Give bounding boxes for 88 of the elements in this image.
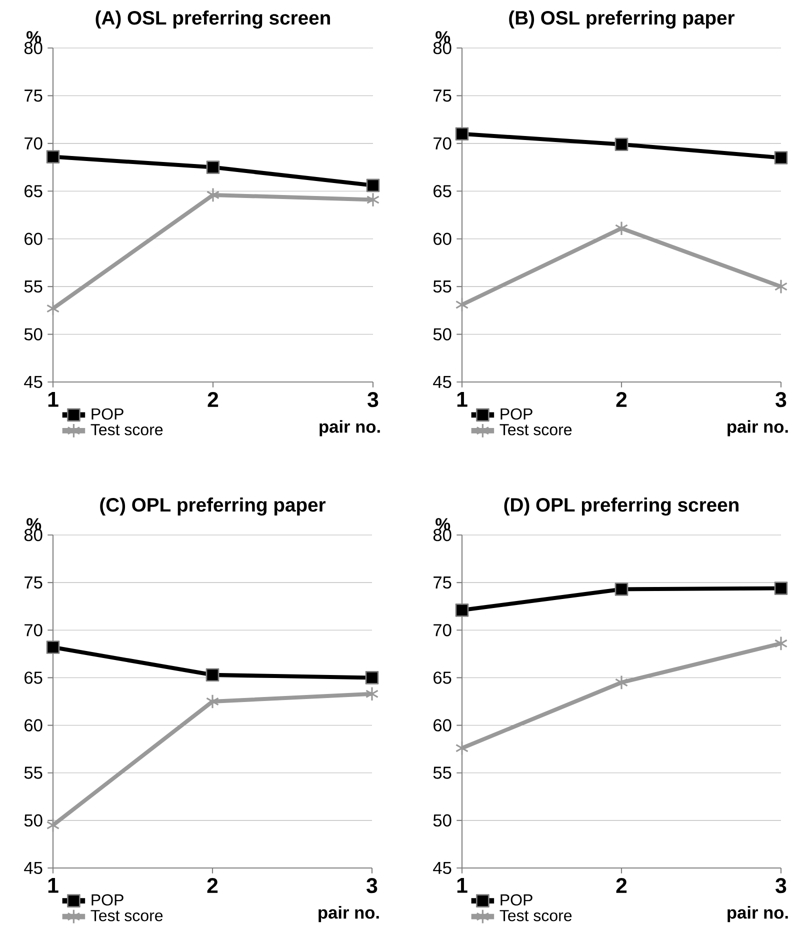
y-tick-label: 65 [434, 672, 452, 684]
point [365, 671, 379, 684]
y-axis-title: % [26, 31, 42, 44]
y-tick-label: 55 [24, 766, 42, 779]
y-axis-title: % [436, 31, 450, 44]
chart-title: (D) OPL preferring screen [504, 498, 738, 516]
legend-label: Test score [90, 424, 163, 436]
chart-title: (B) OSL preferring paper [509, 10, 735, 29]
point [774, 636, 788, 651]
x-axis-title: pair no. [728, 906, 788, 922]
y-tick-label: 65 [24, 672, 42, 684]
y-tick-label: 75 [434, 90, 452, 102]
y-tick-label: 70 [24, 624, 42, 636]
legend-label: Test score [500, 910, 572, 922]
point [455, 740, 469, 756]
point [455, 127, 469, 141]
legend-label: POP [92, 894, 124, 906]
x-tick-label: 3 [776, 392, 786, 408]
y-tick-label: 65 [24, 185, 42, 198]
x-axis-title: pair no. [318, 906, 379, 922]
point [614, 675, 628, 690]
x-tick-label: 2 [208, 392, 218, 407]
y-tick-label: 80 [433, 528, 452, 542]
y-tick-label: 80 [24, 528, 42, 542]
x-axis-title: pair no. [320, 420, 380, 436]
point [365, 686, 379, 702]
y-tick-label: 50 [433, 328, 452, 340]
y-tick-label: 50 [24, 328, 42, 340]
point [206, 160, 220, 174]
y-tick-label: 70 [434, 137, 452, 150]
y-tick-label: 70 [24, 137, 42, 150]
y-tick-label: 75 [24, 90, 42, 102]
legend-label: Test score [90, 910, 163, 922]
y-tick-label: 80 [24, 42, 42, 54]
point [614, 138, 628, 152]
y-tick-label: 75 [24, 576, 42, 589]
point [206, 187, 220, 202]
y-tick-label: 60 [434, 232, 452, 245]
chart-title: (A) OSL preferring screen [96, 10, 330, 29]
x-tick-label: 3 [776, 878, 786, 894]
y-tick-label: 45 [24, 862, 42, 874]
point [366, 178, 380, 192]
x-tick-label: 3 [366, 878, 378, 894]
x-tick-label: 1 [48, 878, 58, 893]
x-tick-label: 1 [457, 392, 468, 407]
point [774, 582, 788, 595]
x-tick-label: 2 [616, 878, 627, 893]
point [46, 818, 60, 833]
legend-label: POP [500, 408, 532, 420]
y-tick-label: 60 [434, 719, 452, 732]
point [614, 220, 628, 236]
point [46, 301, 60, 316]
y-tick-label: 60 [24, 719, 42, 732]
y-tick-label: 45 [433, 862, 452, 874]
point [455, 297, 469, 312]
point [455, 603, 469, 617]
point [206, 668, 220, 682]
x-tick-label: 3 [368, 392, 378, 408]
y-tick-label: 50 [433, 814, 452, 827]
y-tick-label: 55 [433, 280, 452, 293]
y-tick-label: 55 [24, 280, 42, 293]
legend-label: POP [92, 408, 124, 420]
y-tick-label: 50 [24, 814, 42, 827]
y-tick-label: 80 [433, 42, 452, 54]
point [46, 150, 60, 164]
y-tick-label: 45 [433, 376, 452, 388]
y-axis-title: % [436, 518, 450, 530]
y-tick-label: 65 [434, 185, 452, 198]
y-tick-label: 60 [24, 232, 42, 245]
point [774, 279, 788, 294]
x-tick-label: 2 [616, 392, 627, 407]
x-tick-label: 1 [457, 878, 468, 893]
x-axis-title: pair no. [728, 420, 788, 436]
legend-label: Test score [500, 424, 572, 436]
y-tick-label: 70 [434, 624, 452, 636]
point [366, 192, 380, 208]
point [46, 640, 60, 654]
y-tick-label: 45 [24, 376, 42, 388]
legend-label: POP [500, 894, 532, 906]
y-tick-label: 55 [433, 766, 452, 779]
chart-title: (C) OPL preferring paper [100, 498, 326, 516]
y-tick-label: 75 [434, 576, 452, 589]
y-axis-title: % [26, 518, 42, 530]
x-tick-label: 1 [48, 392, 58, 407]
point [206, 694, 220, 709]
point [774, 151, 788, 164]
x-tick-label: 2 [207, 878, 218, 893]
point [614, 582, 628, 596]
